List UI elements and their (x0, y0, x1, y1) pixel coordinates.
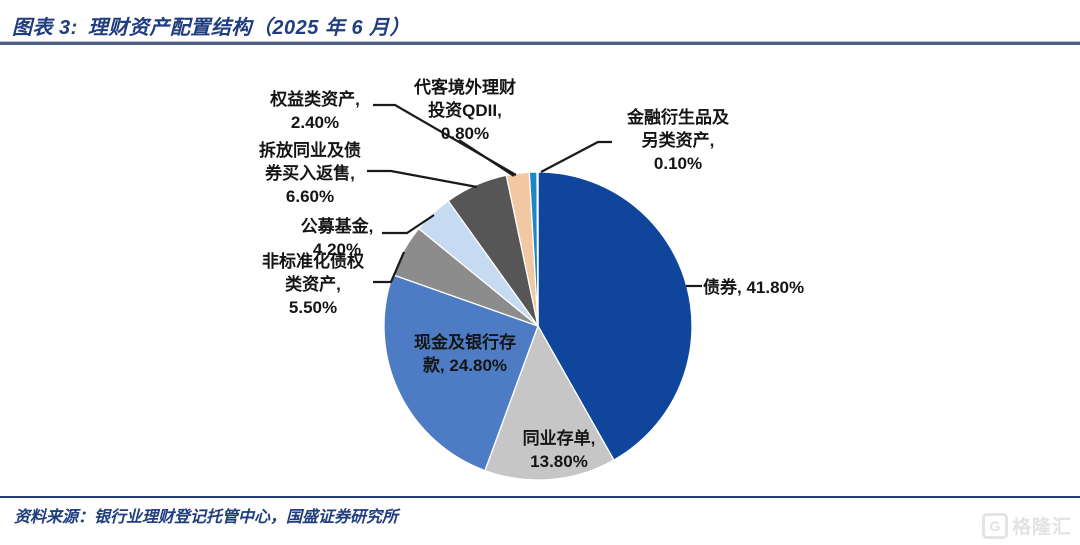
callout-lines (367, 103, 702, 288)
label-public-fund: 公募基金, 4.20% (300, 217, 374, 259)
title-divider (0, 41, 1080, 45)
label-interbank-repo: 拆放同业及债 券买入返售, 6.60% (259, 141, 361, 206)
pie-slice-2 (383, 273, 539, 472)
label-bond: 债券, 41.80% (703, 278, 805, 297)
callout-line-nonstandard (373, 251, 406, 284)
label-cash-deposit: 现金及银行存 款, 24.80% (414, 333, 516, 375)
callout-line-derivatives (540, 140, 612, 173)
callout-line-public-fund (382, 214, 435, 235)
gelonghui-logo-text: 格隆汇 (1011, 517, 1072, 538)
pie-slice-8 (536, 171, 539, 327)
figure-title: 理财资产配置结构（2025 年 6 月） (87, 17, 411, 39)
figure-header: 图表 3: 理财资产配置结构（2025 年 6 月） (12, 11, 410, 40)
figure-number: 图表 3: (12, 17, 78, 39)
gelonghui-logo: G 格隆汇 (981, 512, 1072, 539)
label-equity-assets: 权益类资产, 2.40% (270, 90, 360, 132)
gelonghui-logo-icon: G (981, 512, 1008, 539)
pie-slices (383, 171, 693, 481)
label-nonstandard-debt: 非标准化债权 类资产, 5.50% (262, 252, 364, 317)
callout-line-equity (373, 103, 517, 176)
source-note: 资料来源：银行业理财登记托管中心，国盛证券研究所 (14, 509, 399, 526)
label-qdii: 代客境外理财 投资QDII, 0.80% (414, 78, 516, 143)
callout-line-repo (367, 169, 478, 189)
label-derivatives: 金融衍生品及 另类资产, 0.10% (627, 108, 729, 173)
label-interbank-cd: 同业存单, 13.80% (522, 429, 596, 471)
pie-slice-1 (484, 324, 615, 481)
footer-divider (0, 496, 1080, 498)
